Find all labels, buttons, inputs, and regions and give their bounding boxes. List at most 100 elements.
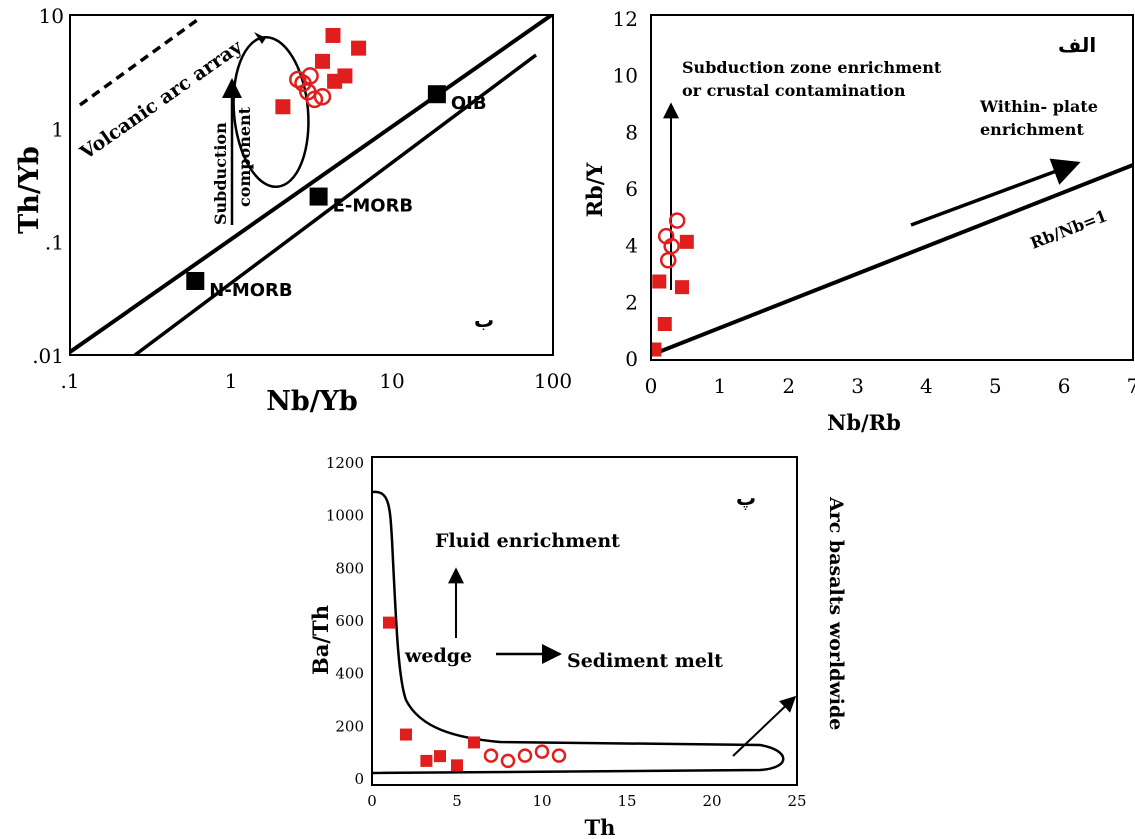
tick-label: 10 — [379, 369, 404, 393]
sample-square — [275, 99, 291, 115]
sample-square — [657, 317, 672, 331]
sample-circle — [663, 237, 680, 255]
tick-label: 10 — [39, 4, 64, 28]
tick-label: 600 — [335, 612, 364, 630]
tick-label: 12 — [613, 7, 638, 31]
tick-labels: 0 5 10 15 20 25 0 200 400 600 800 1000 1200 — [326, 454, 807, 810]
sample-circle — [659, 252, 677, 269]
sample-circle — [483, 748, 499, 763]
chart-rb-y-vs-nb-rb: Subduction zone enrichment or crustal co… — [582, 7, 1135, 435]
y-axis-title: Th/Yb — [14, 146, 45, 234]
subduction-ellipse-arrowhead — [254, 32, 266, 44]
sample-points — [275, 27, 367, 115]
wedge-label: wedge — [404, 645, 472, 667]
tick-label: 2 — [782, 374, 795, 398]
tick-label: 5 — [452, 792, 462, 810]
rb-nb-ratio-line — [651, 163, 1133, 357]
sample-square — [468, 736, 480, 749]
subduction-label-1: Subduction — [211, 122, 230, 225]
sample-square — [400, 728, 412, 741]
tick-label: 0 — [625, 347, 638, 371]
tick-label: 20 — [702, 792, 721, 810]
plot-frame — [371, 456, 798, 786]
reference-point — [309, 187, 328, 206]
sample-square — [325, 27, 341, 43]
panel-label: الف — [1058, 33, 1096, 57]
volcanic-arc-array-line — [78, 16, 202, 107]
reference-point-label: E-MORB — [333, 196, 414, 217]
x-axis-title: Th — [585, 815, 616, 839]
tick-label: 200 — [335, 717, 364, 735]
sample-points — [651, 212, 694, 357]
sample-circle — [289, 70, 307, 89]
tick-label: 1 — [51, 117, 64, 141]
sample-circle — [534, 744, 550, 759]
tick-label: 10 — [532, 792, 551, 810]
arc-basalts-arrow — [732, 695, 797, 757]
tick-label: 1200 — [326, 454, 364, 472]
panel-label: ب — [474, 308, 494, 332]
tick-label: 1 — [713, 374, 726, 398]
reference-points: N-MORB E-MORB OIB — [186, 85, 487, 301]
arc-basalts-label: Arc basalts worldwide — [825, 496, 847, 730]
chart-ba-th-vs-th: Fluid enrichment wedge Sediment melt Arc… — [308, 454, 847, 839]
sample-square — [451, 759, 463, 772]
tick-label: 1000 — [326, 507, 364, 525]
sample-square — [420, 754, 433, 767]
sample-circle — [668, 212, 686, 229]
sample-circle — [551, 748, 567, 763]
plot-frame — [650, 14, 1134, 361]
tick-label: .1 — [45, 231, 64, 255]
sample-square — [652, 274, 667, 289]
sample-circle — [517, 748, 533, 763]
tick-label: 0 — [354, 770, 364, 788]
reference-point — [427, 85, 446, 104]
sample-points — [383, 616, 567, 772]
tick-label: 25 — [787, 792, 806, 810]
tick-label: .1 — [60, 369, 79, 393]
tick-label: 0 — [645, 374, 658, 398]
tick-label: .01 — [32, 344, 64, 368]
sample-circle — [313, 87, 332, 106]
sediment-melt-label: Sediment melt — [567, 650, 723, 672]
y-axis-title: Ba/Th — [308, 605, 333, 675]
reference-point-label: N-MORB — [209, 280, 292, 301]
tick-label: 3 — [851, 374, 864, 398]
subduction-label-2: component — [235, 106, 254, 207]
sample-square — [314, 53, 330, 69]
tick-label: 4 — [920, 374, 933, 398]
tick-label: 100 — [534, 369, 572, 393]
panel-label: پ — [736, 486, 756, 510]
tick-label: 2 — [625, 290, 638, 314]
sample-square — [351, 40, 367, 56]
subduction-label-2: or crustal contamination — [682, 81, 906, 100]
y-axis-title: Rb/Y — [582, 162, 607, 218]
sample-circle — [500, 753, 516, 769]
x-axis-title: Nb/Yb — [266, 386, 358, 417]
arc-basalts-field — [372, 490, 785, 775]
tick-label: 4 — [625, 234, 638, 258]
tick-label: 5 — [989, 374, 1002, 398]
tick-label: 8 — [625, 120, 638, 144]
x-axis-title: Nb/Rb — [827, 410, 901, 435]
reference-point — [186, 271, 205, 290]
tick-label: 15 — [617, 792, 636, 810]
plot-frame — [69, 14, 554, 356]
within-plate-arrow — [910, 158, 1081, 227]
sample-square — [337, 68, 353, 84]
sample-circle — [305, 90, 324, 109]
tick-label: 800 — [335, 559, 364, 577]
sample-square — [383, 616, 395, 629]
reference-point-label: OIB — [451, 93, 487, 114]
within-plate-label-2: enrichment — [980, 120, 1084, 139]
sample-square — [434, 750, 446, 763]
sample-square — [651, 342, 662, 357]
subduction-label-1: Subduction zone enrichment — [682, 58, 942, 77]
rb-nb-ratio-label: Rb/Nb=1 — [1028, 206, 1110, 253]
sample-square — [679, 234, 694, 249]
tick-label: 10 — [613, 64, 638, 88]
